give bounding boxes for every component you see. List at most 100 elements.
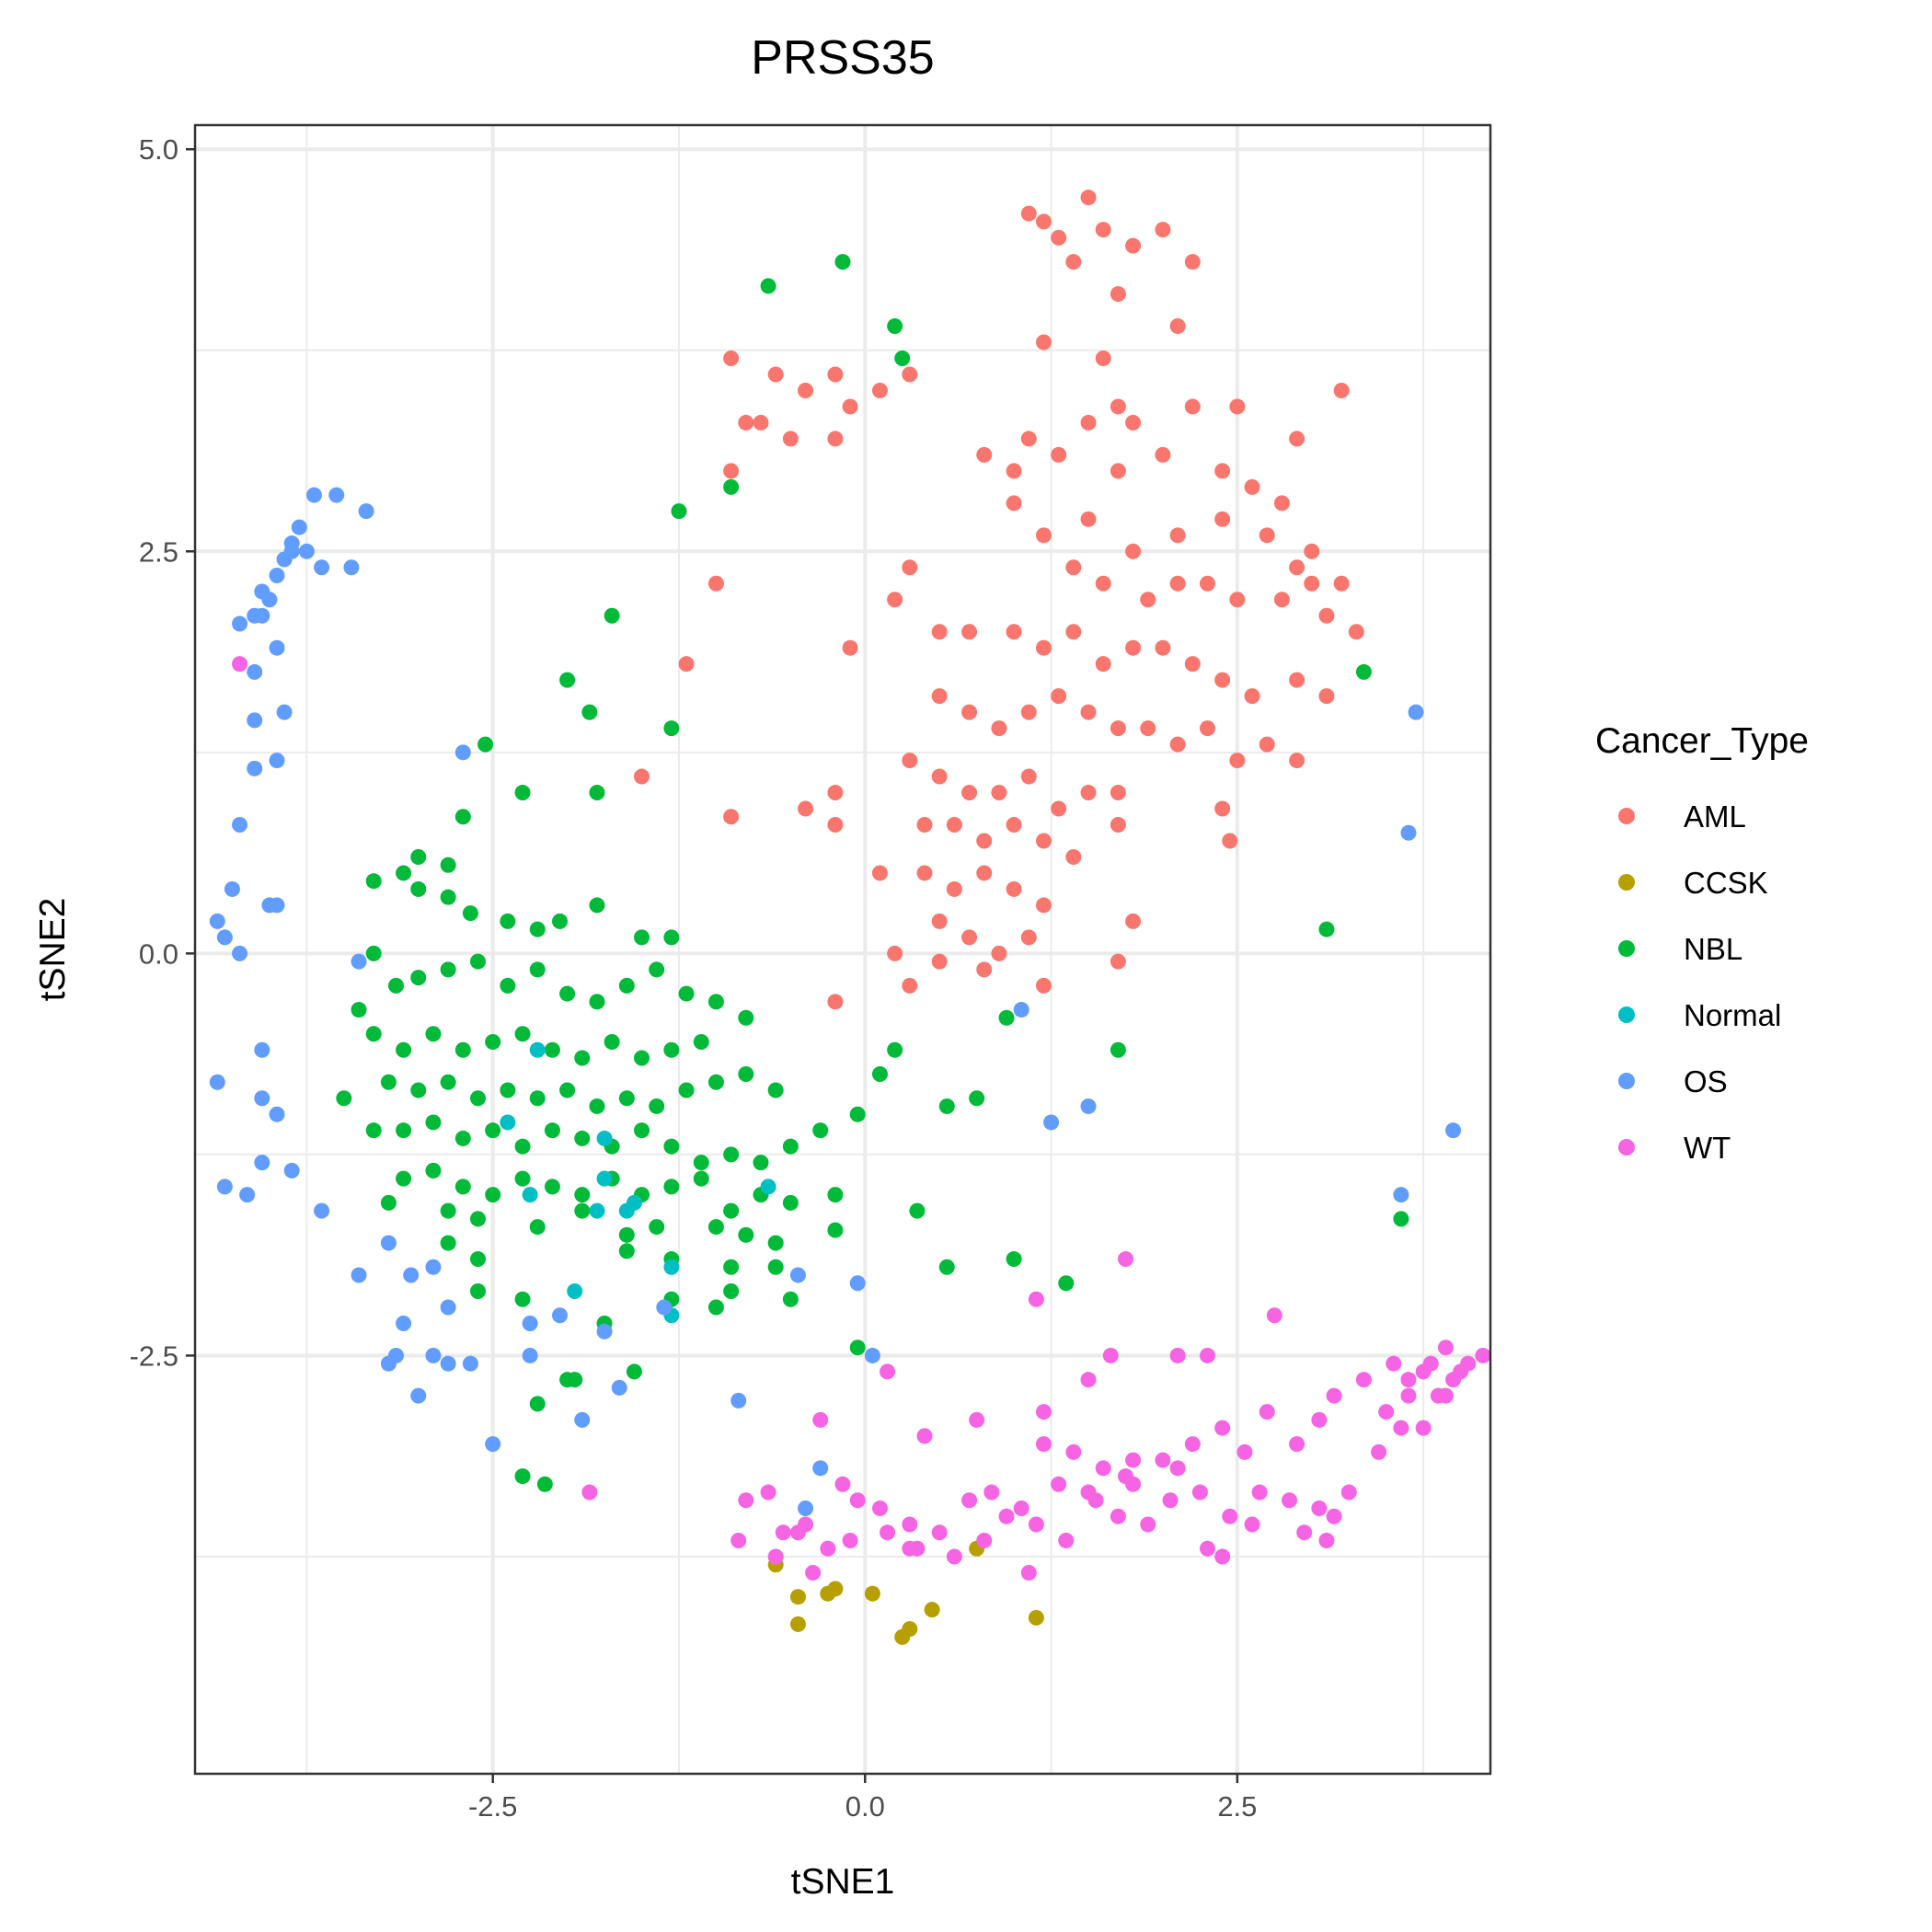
data-point-os bbox=[864, 1347, 880, 1363]
data-point-wt bbox=[1386, 1355, 1402, 1372]
data-point-wt bbox=[1080, 1372, 1097, 1388]
data-point-aml bbox=[916, 817, 933, 834]
data-point-nbl bbox=[514, 1291, 531, 1307]
data-point-wt bbox=[1035, 1436, 1052, 1453]
data-point-aml bbox=[1051, 229, 1067, 246]
data-point-os bbox=[269, 753, 285, 769]
data-point-nbl bbox=[440, 961, 456, 978]
data-point-aml bbox=[1318, 688, 1335, 705]
data-point-nbl bbox=[618, 1226, 635, 1243]
data-point-aml bbox=[767, 366, 784, 383]
data-point-nbl bbox=[425, 1026, 442, 1042]
legend-item-normal: Normal bbox=[1618, 998, 1781, 1032]
data-point-nbl bbox=[574, 1050, 591, 1066]
data-point-os bbox=[440, 1355, 456, 1372]
data-point-aml bbox=[1304, 575, 1320, 592]
data-point-aml bbox=[961, 704, 978, 720]
data-point-nbl bbox=[782, 1291, 799, 1307]
data-point-nbl bbox=[410, 1082, 427, 1098]
data-point-wt bbox=[760, 1484, 776, 1501]
data-point-wt bbox=[983, 1484, 1000, 1501]
data-point-wt bbox=[1125, 1452, 1142, 1468]
data-point-nbl bbox=[723, 1259, 740, 1275]
data-point-aml bbox=[1273, 592, 1290, 608]
data-point-nbl bbox=[454, 1130, 471, 1146]
data-point-aml bbox=[1184, 656, 1201, 673]
data-point-nbl bbox=[396, 865, 412, 881]
data-point-nbl bbox=[1006, 1251, 1022, 1268]
data-point-wt bbox=[1296, 1524, 1313, 1541]
data-point-wt bbox=[1400, 1372, 1417, 1388]
data-point-os bbox=[730, 1392, 747, 1409]
data-point-nbl bbox=[618, 1243, 635, 1259]
data-point-aml bbox=[1035, 213, 1052, 230]
legend-item-nbl: NBL bbox=[1618, 932, 1742, 966]
data-point-os bbox=[224, 880, 240, 897]
data-point-aml bbox=[1006, 880, 1022, 897]
data-point-aml bbox=[1095, 575, 1111, 592]
data-point-nbl bbox=[529, 1396, 546, 1412]
data-point-os bbox=[1013, 1002, 1029, 1018]
data-point-nbl bbox=[894, 351, 911, 367]
data-point-nbl bbox=[678, 985, 695, 1002]
data-point-os bbox=[462, 1355, 478, 1372]
data-point-os bbox=[1445, 1122, 1462, 1139]
data-point-nbl bbox=[485, 1187, 501, 1203]
data-point-wt bbox=[1051, 1476, 1067, 1492]
data-point-os bbox=[454, 744, 471, 761]
data-point-aml bbox=[1006, 624, 1022, 640]
data-point-aml bbox=[1080, 511, 1097, 527]
data-point-aml bbox=[871, 382, 888, 398]
legend-item-wt: WT bbox=[1618, 1131, 1731, 1165]
data-point-os bbox=[254, 607, 270, 624]
data-point-aml bbox=[1169, 736, 1186, 753]
data-point-wt bbox=[1117, 1468, 1133, 1485]
data-point-os bbox=[276, 704, 293, 720]
data-point-nbl bbox=[634, 1122, 650, 1139]
data-point-aml bbox=[1095, 222, 1111, 238]
data-point-aml bbox=[1184, 254, 1201, 270]
data-point-aml bbox=[1080, 785, 1097, 801]
data-point-os bbox=[239, 1187, 256, 1203]
data-point-wt bbox=[820, 1540, 836, 1557]
data-point-os bbox=[410, 1387, 427, 1404]
data-point-os bbox=[358, 503, 374, 520]
data-point-nbl bbox=[887, 318, 903, 335]
legend-item-ccsk: CCSK bbox=[1618, 866, 1768, 900]
data-point-nbl bbox=[544, 1179, 560, 1195]
data-point-aml bbox=[902, 559, 918, 576]
data-point-nbl bbox=[574, 1130, 591, 1146]
data-point-nbl bbox=[454, 1179, 471, 1195]
data-point-nbl bbox=[634, 929, 650, 946]
data-point-wt bbox=[812, 1411, 829, 1428]
series-ccsk bbox=[767, 1540, 1044, 1645]
data-point-nbl bbox=[559, 1082, 576, 1098]
data-point-nbl bbox=[938, 1098, 955, 1114]
data-point-aml bbox=[707, 575, 724, 592]
data-point-os bbox=[1393, 1187, 1409, 1203]
legend-label-aml: AML bbox=[1684, 799, 1746, 834]
data-point-aml bbox=[1259, 736, 1275, 753]
data-point-wt bbox=[1095, 1460, 1111, 1477]
y-tick-label: -2.5 bbox=[130, 1340, 178, 1372]
data-point-nbl bbox=[396, 1170, 412, 1187]
data-point-wt bbox=[931, 1524, 948, 1541]
data-point-nbl bbox=[909, 1202, 926, 1219]
data-point-wt bbox=[834, 1476, 851, 1492]
data-point-aml bbox=[1169, 575, 1186, 592]
data-point-os bbox=[425, 1259, 442, 1275]
data-point-aml bbox=[678, 656, 695, 673]
data-point-wt bbox=[1400, 1387, 1417, 1404]
data-point-nbl bbox=[649, 1098, 665, 1114]
data-point-nbl bbox=[834, 254, 851, 270]
data-point-aml bbox=[961, 785, 978, 801]
data-point-aml bbox=[1065, 254, 1082, 270]
data-point-nbl bbox=[1110, 1041, 1126, 1058]
data-point-wt bbox=[1013, 1501, 1029, 1517]
data-point-aml bbox=[1155, 222, 1171, 238]
data-point-nbl bbox=[663, 1041, 680, 1058]
data-point-aml bbox=[931, 953, 948, 970]
data-point-nbl bbox=[663, 1179, 680, 1195]
data-point-wt bbox=[1035, 1404, 1052, 1420]
